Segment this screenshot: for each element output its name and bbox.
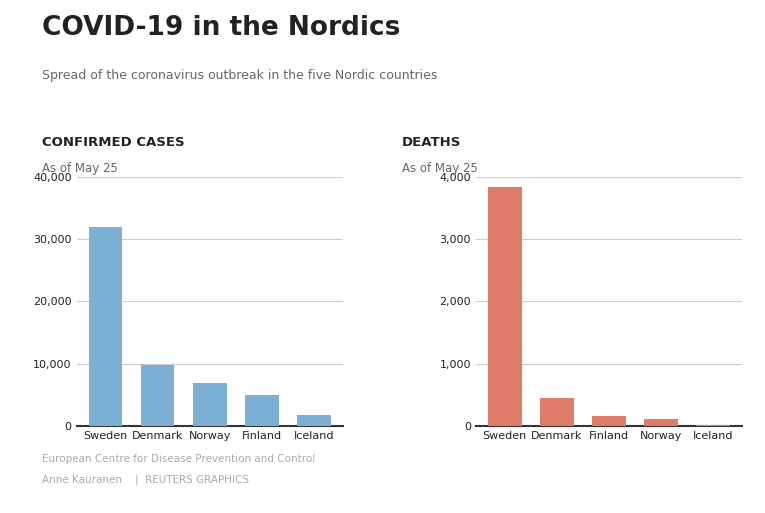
Text: As of May 25: As of May 25 [402, 162, 477, 174]
Bar [644, 419, 678, 426]
Text: Spread of the coronavirus outbreak in the five Nordic countries: Spread of the coronavirus outbreak in th… [42, 69, 438, 82]
Bar [540, 398, 574, 426]
Text: Anne Kauranen    |  REUTERS GRAPHICS: Anne Kauranen | REUTERS GRAPHICS [42, 475, 249, 485]
Bar [488, 187, 522, 426]
Bar [297, 415, 330, 426]
Bar [245, 394, 278, 426]
Text: DEATHS: DEATHS [402, 136, 461, 149]
Text: CONFIRMED CASES: CONFIRMED CASES [42, 136, 184, 149]
Text: COVID-19 in the Nordics: COVID-19 in the Nordics [42, 15, 400, 42]
Bar [141, 365, 174, 426]
Bar [592, 416, 626, 426]
Bar [89, 227, 122, 426]
Text: European Centre for Disease Prevention and Control: European Centre for Disease Prevention a… [42, 454, 315, 464]
Bar [193, 384, 226, 426]
Text: As of May 25: As of May 25 [42, 162, 118, 174]
Bar [696, 425, 730, 426]
